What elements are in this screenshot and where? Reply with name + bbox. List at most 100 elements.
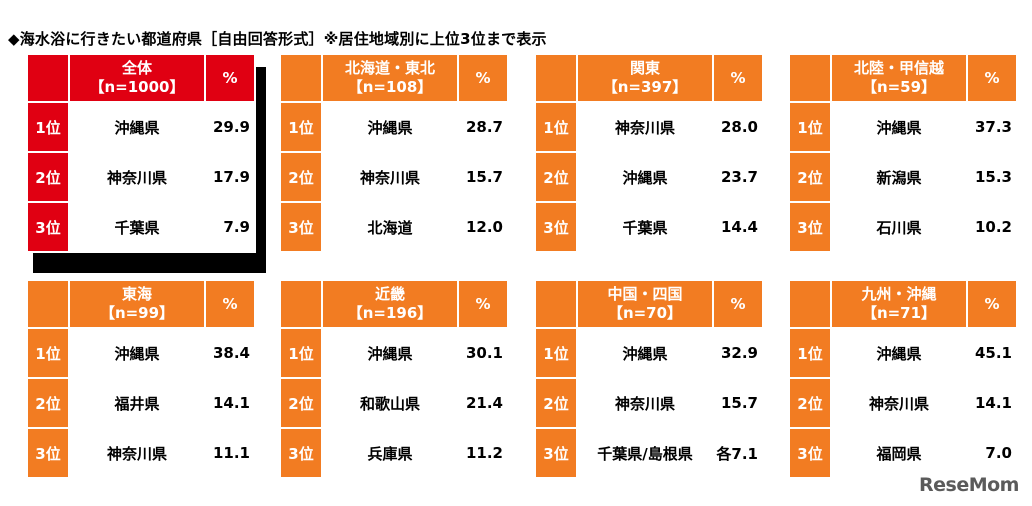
value-cell: 17.9	[204, 151, 256, 203]
unit-header: %	[204, 279, 256, 329]
prefecture-cell: 千葉県	[68, 201, 206, 253]
region-header: 九州・沖縄 【n=71】	[830, 279, 968, 329]
sample-size: 【n=70】	[607, 304, 683, 322]
prefecture-cell: 神奈川県	[68, 427, 206, 479]
prefecture-cell: 神奈川県	[576, 101, 714, 153]
table-row: 2位 和歌山県 21.4	[279, 377, 509, 429]
unit-header: %	[712, 279, 764, 329]
table-row: 2位 福井県 14.1	[26, 377, 256, 429]
region-table: 北海道・東北 【n=108】% 1位 沖縄県 28.7 2位 神奈川県 15.7 3位 北海道 12…	[279, 53, 509, 253]
region-header: 東海 【n=99】	[68, 279, 206, 329]
region-title: 近畿	[374, 285, 405, 303]
region-header: 中国・四国 【n=70】	[576, 279, 714, 329]
sample-size: 【n=397】	[602, 78, 688, 96]
prefecture-cell: 千葉県/島根県	[576, 427, 714, 479]
value-cell: 29.9	[204, 101, 256, 153]
value-cell: 32.9	[712, 327, 764, 379]
rank-cell: 1位	[26, 327, 70, 379]
rank-cell: 2位	[788, 377, 832, 429]
prefecture-cell: 沖縄県	[321, 327, 459, 379]
rank-cell: 3位	[279, 427, 323, 479]
unit-header: %	[457, 279, 509, 329]
region-header: 近畿 【n=196】	[321, 279, 459, 329]
region-header: 北海道・東北 【n=108】	[321, 53, 459, 103]
region-table: 北陸・甲信越 【n=59】% 1位 沖縄県 37.3 2位 新潟県 15.3 3位 石川県 10.2	[788, 53, 1018, 253]
unit-header: %	[966, 53, 1018, 103]
sample-size: 【n=1000】	[89, 78, 185, 96]
rank-cell: 3位	[788, 201, 832, 253]
region-title: 九州・沖縄	[861, 285, 937, 303]
table-row: 2位 神奈川県 15.7	[534, 377, 764, 429]
table-row: 1位 沖縄県 38.4	[26, 327, 256, 379]
prefecture-cell: 神奈川県	[321, 151, 459, 203]
value-cell: 14.1	[204, 377, 256, 429]
prefecture-cell: 神奈川県	[830, 377, 968, 429]
value-cell: 14.1	[966, 377, 1018, 429]
header-corner	[534, 279, 578, 329]
rank-cell: 1位	[788, 101, 832, 153]
rank-cell: 1位	[534, 327, 578, 379]
prefecture-cell: 福岡県	[830, 427, 968, 479]
prefecture-cell: 沖縄県	[830, 101, 968, 153]
value-cell: 21.4	[457, 377, 509, 429]
prefecture-cell: 和歌山県	[321, 377, 459, 429]
region-table: 東海 【n=99】% 1位 沖縄県 38.4 2位 福井県 14.1 3位 神奈川県 11.1	[26, 279, 256, 479]
region-title: 関東	[629, 59, 660, 77]
rank-cell: 1位	[534, 101, 578, 153]
value-cell: 45.1	[966, 327, 1018, 379]
value-cell: 28.0	[712, 101, 764, 153]
sample-size: 【n=108】	[347, 78, 433, 96]
table-row: 3位 千葉県 7.9	[26, 201, 256, 253]
rank-cell: 2位	[788, 151, 832, 203]
value-cell: 11.1	[204, 427, 256, 479]
header-corner	[26, 53, 70, 103]
table-row: 1位 沖縄県 32.9	[534, 327, 764, 379]
region-header: 北陸・甲信越 【n=59】	[830, 53, 968, 103]
prefecture-cell: 神奈川県	[68, 151, 206, 203]
rank-cell: 2位	[534, 151, 578, 203]
table-row: 2位 沖縄県 23.7	[534, 151, 764, 203]
value-cell: 15.7	[712, 377, 764, 429]
region-title: 全体	[121, 59, 152, 77]
value-cell: 7.9	[204, 201, 256, 253]
value-cell: 37.3	[966, 101, 1018, 153]
prefecture-cell: 神奈川県	[576, 377, 714, 429]
prefecture-cell: 福井県	[68, 377, 206, 429]
sample-size: 【n=99】	[99, 304, 175, 322]
table-row: 3位 千葉県/島根県 各7.1	[534, 427, 764, 479]
prefecture-cell: 千葉県	[576, 201, 714, 253]
header-corner	[534, 53, 578, 103]
header-corner	[788, 53, 832, 103]
unit-header: %	[457, 53, 509, 103]
rank-cell: 3位	[788, 427, 832, 479]
resemom-logo: ReseMom	[919, 474, 1019, 496]
table-row: 2位 神奈川県 17.9	[26, 151, 256, 203]
table-row: 3位 石川県 10.2	[788, 201, 1018, 253]
table-row: 2位 新潟県 15.3	[788, 151, 1018, 203]
header-corner	[279, 53, 323, 103]
region-title: 中国・四国	[607, 285, 683, 303]
prefecture-cell: 沖縄県	[830, 327, 968, 379]
table-row: 1位 沖縄県 29.9	[26, 101, 256, 153]
rank-cell: 2位	[26, 151, 70, 203]
table-row: 1位 沖縄県 37.3	[788, 101, 1018, 153]
sample-size: 【n=59】	[861, 78, 937, 96]
page-title: ◆海水浴に行きたい都道府県［自由回答形式］※居住地域別に上位3位まで表示	[8, 30, 547, 48]
prefecture-cell: 沖縄県	[576, 327, 714, 379]
rank-cell: 3位	[534, 201, 578, 253]
rank-cell: 2位	[279, 151, 323, 203]
rank-cell: 1位	[279, 101, 323, 153]
prefecture-cell: 沖縄県	[68, 327, 206, 379]
unit-header: %	[966, 279, 1018, 329]
rank-cell: 1位	[788, 327, 832, 379]
rank-cell: 2位	[279, 377, 323, 429]
value-cell: 14.4	[712, 201, 764, 253]
table-row: 1位 沖縄県 28.7	[279, 101, 509, 153]
rank-cell: 3位	[279, 201, 323, 253]
value-cell: 28.7	[457, 101, 509, 153]
prefecture-cell: 石川県	[830, 201, 968, 253]
table-row: 2位 神奈川県 15.7	[279, 151, 509, 203]
table-row: 3位 兵庫県 11.2	[279, 427, 509, 479]
rank-cell: 2位	[26, 377, 70, 429]
prefecture-cell: 沖縄県	[68, 101, 206, 153]
